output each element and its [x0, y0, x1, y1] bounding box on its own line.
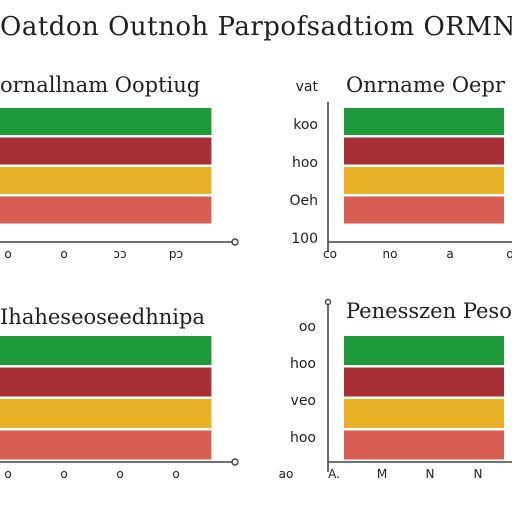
- bar: [344, 336, 504, 365]
- x-tick-label: A.: [328, 467, 340, 481]
- axis-end-dot: [324, 298, 332, 306]
- axis-end-dot: [231, 238, 239, 246]
- chart-panel-bottom-right: Penesszen Pesoa oo hoo veo hoo ao A. M N N: [270, 292, 512, 488]
- chart-panel-top-left: ornallnam Ooptiug o o ɔɔ pɔ: [0, 62, 250, 261]
- x-tick-label: N: [474, 467, 483, 481]
- x-tick-label: o: [172, 467, 179, 481]
- chart-title: Penesszen Pesoa: [346, 299, 512, 323]
- x-tick-label: co: [323, 247, 337, 261]
- chart-title: Ihaheseoseedhnipa: [0, 305, 205, 329]
- chart-bottom-left: Ihaheseoseedhnipa o o o o: [0, 305, 239, 481]
- bar: [0, 430, 212, 460]
- x-tick-label: ɔɔ: [113, 247, 126, 261]
- chart-top-right: Onrname Oepr vat koo hoo Oeh 100 co no a o: [289, 73, 512, 261]
- bar: [344, 430, 504, 460]
- y-tick-label: hoo: [292, 155, 318, 171]
- bar: [0, 367, 212, 397]
- y-tick-label: koo: [293, 117, 318, 133]
- chart-title: Onrname Oepr: [346, 73, 506, 97]
- chart-top-left: ornallnam Ooptiug o o ɔɔ pɔ: [0, 73, 239, 261]
- x-tick-label: o: [116, 467, 123, 481]
- bar: [344, 367, 504, 397]
- bar: [0, 336, 212, 365]
- bar: [0, 108, 212, 135]
- x-tick-label: o: [60, 247, 67, 261]
- y-tick-label: hoo: [290, 430, 316, 446]
- bar: [344, 167, 504, 194]
- y-tick-label: oo: [299, 319, 316, 335]
- bar: [344, 196, 504, 224]
- x-tick-label: M: [377, 467, 387, 481]
- x-tick-label: pɔ: [169, 247, 183, 261]
- bar: [344, 137, 504, 165]
- x-tick-label: o: [4, 247, 11, 261]
- x-tick-label: a: [446, 247, 453, 261]
- bar: [0, 196, 212, 224]
- page-title: Oatdon Outnoh Parpofsadtiom ORMNY: [0, 12, 512, 42]
- x-tick-label: ao: [279, 467, 294, 481]
- y-tick-label: veo: [291, 393, 316, 409]
- x-tick-label: no: [383, 247, 398, 261]
- y-tick-label: hoo: [290, 356, 316, 372]
- y-tick-label: 100: [291, 231, 318, 247]
- bar: [0, 399, 212, 428]
- x-tick-label: N: [426, 467, 435, 481]
- x-tick-label: o: [4, 467, 11, 481]
- y-tick-label: Oeh: [289, 193, 318, 209]
- x-tick-label: o: [506, 247, 512, 261]
- bar: [344, 399, 504, 428]
- bar: [344, 108, 504, 135]
- bar: [0, 167, 212, 194]
- x-tick-label: o: [60, 467, 67, 481]
- chart-bottom-right: Penesszen Pesoa oo hoo veo hoo ao A. M N N: [279, 298, 512, 481]
- chart-panel-bottom-left: Ihaheseoseedhnipa o o o o: [0, 292, 250, 488]
- chart-title: ornallnam Ooptiug: [0, 73, 200, 97]
- bar: [0, 137, 212, 165]
- y-tick-label: vat: [296, 79, 319, 95]
- axis-end-dot: [231, 458, 239, 466]
- chart-panel-top-right: Onrname Oepr vat koo hoo Oeh 100 co no a o: [270, 62, 512, 261]
